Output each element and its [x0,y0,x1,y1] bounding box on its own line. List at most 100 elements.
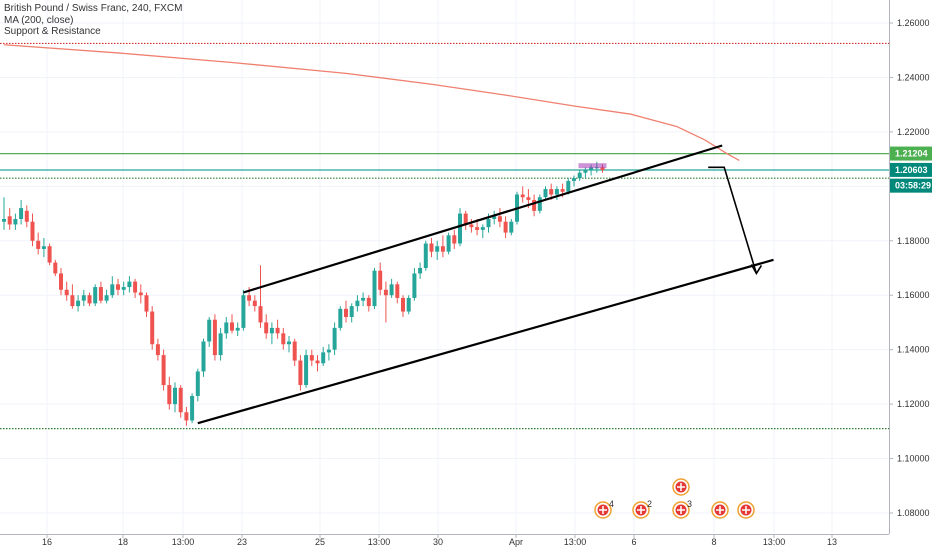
candle[interactable] [155,338,160,361]
event-flag-icon[interactable] [737,501,755,519]
candle[interactable] [435,240,440,260]
candle[interactable] [446,232,451,255]
candle[interactable] [401,295,405,317]
candle[interactable] [378,262,383,296]
candle[interactable] [429,238,434,258]
candle[interactable] [224,317,229,339]
candle[interactable] [173,382,177,413]
candle[interactable] [298,355,303,391]
candle[interactable] [24,205,29,228]
candle[interactable] [235,322,240,337]
candle[interactable] [321,346,326,366]
candle[interactable] [190,393,195,424]
candle[interactable] [583,167,588,179]
candle[interactable] [161,349,166,391]
candle[interactable] [258,265,263,328]
candle[interactable] [19,199,24,225]
candle[interactable] [127,276,132,293]
candle[interactable] [201,338,206,377]
candle[interactable] [572,175,576,187]
candle[interactable] [30,213,35,247]
candle[interactable] [252,295,257,312]
candle[interactable] [492,210,497,225]
candle[interactable] [458,208,462,247]
candle[interactable] [264,314,269,339]
candle[interactable] [53,259,58,277]
candle[interactable] [497,208,502,228]
candle[interactable] [372,268,377,309]
candle[interactable] [195,368,200,402]
candle[interactable] [537,194,542,214]
candle[interactable] [76,295,81,312]
candle[interactable] [543,186,548,200]
candle[interactable] [133,278,138,298]
candle[interactable] [93,284,98,307]
candle[interactable] [269,322,274,345]
candle[interactable] [110,276,115,298]
candle[interactable] [81,289,86,307]
candle[interactable] [463,210,468,230]
candle[interactable] [87,292,92,307]
candle[interactable] [13,213,18,230]
candle[interactable] [395,281,400,304]
candle[interactable] [554,186,559,200]
candle[interactable] [138,284,143,304]
price-tag[interactable]: 1.20603 [890,162,932,177]
candle[interactable] [59,268,63,296]
candle[interactable] [178,385,183,418]
price-tag[interactable]: 03:58:29 [890,178,932,193]
candle[interactable] [309,349,314,366]
candle[interactable] [116,278,120,296]
candle[interactable] [212,314,217,361]
candle[interactable] [207,317,212,347]
candle[interactable] [7,208,12,230]
event-flag-icon[interactable] [672,478,690,496]
candle[interactable] [452,229,457,249]
symbol-title[interactable]: British Pound / Swiss Franc, 240, FXCM [4,3,183,14]
candle[interactable] [287,336,291,353]
candle[interactable] [241,289,246,331]
forecast-arrow-line[interactable] [708,166,758,274]
candle[interactable] [104,289,109,304]
candle[interactable] [230,314,234,334]
candle[interactable] [281,327,286,350]
candle[interactable] [440,235,445,258]
event-flag-icon[interactable]: 3 [672,499,692,519]
candle[interactable] [520,186,525,203]
candle[interactable] [406,295,411,315]
price-flag-marker[interactable] [578,163,607,169]
candle[interactable] [503,216,508,239]
candle[interactable] [70,284,75,309]
candle[interactable] [577,170,582,181]
support-resistance-label[interactable]: Support & Resistance [4,26,101,37]
candle[interactable] [532,194,537,217]
candle[interactable] [121,281,126,296]
candle[interactable] [144,292,149,318]
event-flag-icon[interactable] [711,501,729,519]
candle[interactable] [292,338,297,366]
channel-upper-line[interactable] [243,144,723,294]
candle[interactable] [2,197,6,230]
candle[interactable] [47,243,52,266]
candle[interactable] [361,292,366,307]
candle[interactable] [36,232,41,255]
candle[interactable] [423,240,428,271]
candle[interactable] [338,306,343,331]
event-flag-icon[interactable]: 2 [632,499,652,519]
candle[interactable] [218,327,223,361]
candle[interactable] [150,306,155,350]
candle[interactable] [98,281,103,304]
candle[interactable] [412,268,417,301]
candle[interactable] [184,406,189,426]
candle[interactable] [418,262,423,279]
candle[interactable] [315,355,320,372]
channel-lower-line[interactable] [197,258,774,425]
candle[interactable] [349,303,354,323]
candle[interactable] [355,295,360,312]
candle[interactable] [167,376,172,410]
price-tag[interactable]: 1.21204 [890,146,932,161]
candle[interactable] [344,300,348,323]
candle[interactable] [509,219,514,236]
candle[interactable] [469,219,474,233]
